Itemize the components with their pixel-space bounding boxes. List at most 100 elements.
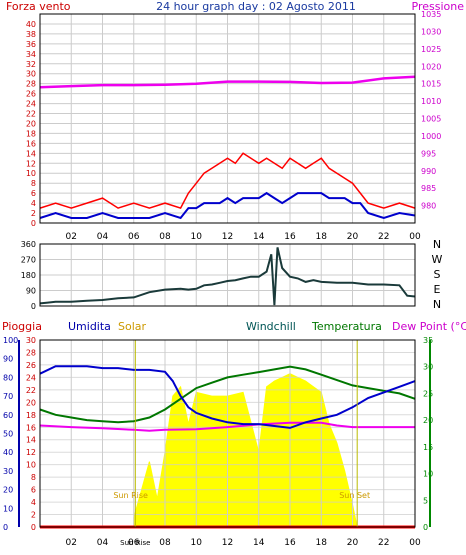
temperature-humidity-panel: 0246810121416182022242628300102030405060… xyxy=(3,336,433,548)
compass-label: S xyxy=(434,268,441,281)
wind-speed-tick-label: 40 xyxy=(26,20,36,29)
rain-tick-label: 28 xyxy=(26,348,36,357)
x-tick-label: 00 xyxy=(409,232,421,242)
wind-speed-tick-label: 34 xyxy=(26,50,36,59)
chart-title: 24 hour graph day : 02 Agosto 2011 xyxy=(156,0,356,13)
pressure-tick-label: 1015 xyxy=(421,80,441,89)
wind-direction-tick-label: 360 xyxy=(21,240,36,249)
compass-label: N xyxy=(433,238,441,251)
wind-speed-tick-label: 20 xyxy=(26,119,36,128)
sun-rise-label: Sun Rise xyxy=(113,491,148,500)
rain-tick-label: 10 xyxy=(26,461,36,470)
rain-tick-label: 14 xyxy=(26,436,36,445)
legend-solar: Solar xyxy=(118,320,147,333)
x-tick-label: 04 xyxy=(97,538,109,548)
temperature-humidity-frame xyxy=(39,339,416,528)
wind-pressure-panel: 0246810121416182022242628303234363840980… xyxy=(26,10,442,242)
pressure-tick-label: 1025 xyxy=(421,45,441,54)
rain-tick-label: 26 xyxy=(26,361,36,370)
x-tick-label: 00 xyxy=(409,538,421,548)
x-tick-label: 10 xyxy=(191,232,203,242)
temperature-tick-label: 10 xyxy=(423,470,433,479)
legend-pioggia: Pioggia xyxy=(2,320,42,333)
temperature-tick-label: 30 xyxy=(423,363,433,372)
x-tick-label: 20 xyxy=(347,232,359,242)
humidity-tick-label: 70 xyxy=(3,392,13,401)
humidity-tick-label: 30 xyxy=(3,467,13,476)
pressure-tick-label: 1030 xyxy=(421,27,441,36)
temperature-tick-label: 20 xyxy=(423,416,433,425)
rain-tick-label: 12 xyxy=(26,448,36,457)
humidity-line xyxy=(39,365,416,429)
humidity-tick-label: 90 xyxy=(3,355,13,364)
temperature-tick-label: 5 xyxy=(423,496,428,505)
rain-tick-label: 30 xyxy=(26,336,36,345)
wind-direction-line xyxy=(39,247,416,306)
rain-tick-label: 16 xyxy=(26,423,36,432)
humidity-tick-label: 0 xyxy=(3,523,8,532)
x-tick-label: 12 xyxy=(222,232,233,242)
temperature-line xyxy=(39,365,416,424)
wind-speed-tick-label: 6 xyxy=(31,189,36,198)
pressure-line xyxy=(39,75,416,89)
x-tick-label: 06 xyxy=(128,232,140,242)
dew-point-line xyxy=(39,421,415,432)
wind-speed-tick-label: 38 xyxy=(26,30,36,39)
rain-tick-label: 2 xyxy=(31,511,36,520)
x-tick-label: 02 xyxy=(66,538,77,548)
humidity-tick-label: 60 xyxy=(3,411,13,420)
bottom-legend: Pioggia Umidita Solar Windchill Temperat… xyxy=(2,320,466,333)
x-tick-label: 04 xyxy=(97,232,109,242)
wind-axis-title: Forza vento xyxy=(6,0,71,13)
humidity-tick-label: 80 xyxy=(3,373,13,382)
x-tick-label: 08 xyxy=(159,538,171,548)
sun-set-label: Sun Set xyxy=(339,491,370,500)
wind-speed-tick-label: 22 xyxy=(26,110,36,119)
x-tick-label: 22 xyxy=(378,232,389,242)
legend-windchill: Windchill xyxy=(246,320,296,333)
wind-speed-tick-label: 26 xyxy=(26,90,36,99)
x-tick-label: 20 xyxy=(347,538,359,548)
solar-area xyxy=(133,373,358,528)
wind-pressure-frame xyxy=(39,13,416,224)
humidity-tick-label: 100 xyxy=(3,336,18,345)
rain-tick-label: 6 xyxy=(31,486,36,495)
wind-direction-frame xyxy=(39,243,416,307)
pressure-tick-label: 1035 xyxy=(421,10,441,19)
x-tick-label: 16 xyxy=(284,232,296,242)
x-tick-label: 18 xyxy=(316,232,328,242)
legend-temperatura: Temperatura xyxy=(311,320,382,333)
temperature-tick-label: 0 xyxy=(423,523,428,532)
x-tick-label: 22 xyxy=(378,538,389,548)
rain-tick-label: 22 xyxy=(26,386,36,395)
temperature-tick-label: 35 xyxy=(423,336,433,345)
pressure-tick-label: 995 xyxy=(421,149,436,158)
rain-tick-label: 18 xyxy=(26,411,36,420)
humidity-tick-label: 40 xyxy=(3,448,13,457)
wind-direction-tick-label: 270 xyxy=(21,256,36,265)
pressure-tick-label: 1005 xyxy=(421,115,441,124)
wind-speed-tick-label: 28 xyxy=(26,80,36,89)
wind-speed-tick-label: 18 xyxy=(26,129,36,138)
rain-tick-label: 4 xyxy=(31,498,36,507)
compass-label: E xyxy=(434,283,441,296)
temperature-tick-label: 15 xyxy=(423,443,433,452)
wind-speed-tick-label: 4 xyxy=(31,199,36,208)
pressure-tick-label: 1000 xyxy=(421,132,441,141)
wind-speed-tick-label: 10 xyxy=(26,169,36,178)
wind-average-line xyxy=(39,191,416,220)
wind-speed-tick-label: 30 xyxy=(26,70,36,79)
pressure-tick-label: 1020 xyxy=(421,62,441,71)
compass-label: W xyxy=(432,253,443,266)
rain-tick-label: 24 xyxy=(26,373,36,382)
rain-tick-label: 8 xyxy=(31,473,36,482)
pressure-tick-label: 1010 xyxy=(421,97,441,106)
legend-umidita: Umidita xyxy=(68,320,111,333)
x-tick-label: 14 xyxy=(253,232,265,242)
pressure-tick-label: 985 xyxy=(421,184,436,193)
humidity-tick-label: 50 xyxy=(3,430,13,439)
pressure-tick-label: 990 xyxy=(421,167,436,176)
wind-speed-tick-label: 32 xyxy=(26,60,36,69)
